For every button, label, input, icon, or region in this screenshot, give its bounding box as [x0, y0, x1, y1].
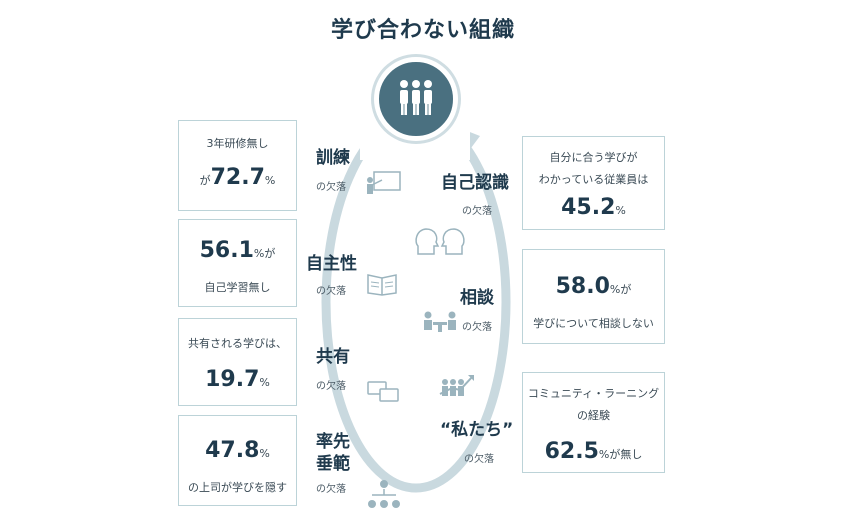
stat-value: 56.1 [199, 238, 254, 263]
stat-box-autonomy: 56.1%が 自己学習無し [178, 219, 297, 307]
label-lead-2: 垂範 [316, 454, 350, 474]
stat-unit: % [615, 204, 626, 217]
stat-box-consultation: 58.0%が 学びについて相談しない [522, 249, 665, 344]
meeting-icon [424, 311, 456, 332]
box-text: 学びについて相談しない [533, 317, 654, 330]
label-lead-1: 率先 [316, 432, 350, 452]
stat-value: 62.5 [544, 439, 599, 464]
label-sharing: 共有 [316, 347, 350, 367]
stat-box-community: コミュニティ・ラーニング の経験 62.5%が無し [522, 372, 665, 473]
stat-box-sharing: 共有される学びは、 19.7% [178, 318, 297, 406]
label-self-awareness: 自己認識 [441, 173, 509, 193]
stat-box-training: 3年研修無し が72.7% [178, 120, 297, 211]
label-training: 訓練 [316, 148, 350, 168]
heads-icon [415, 228, 465, 255]
label-sub: の欠落 [462, 206, 492, 217]
stat-value: 45.2 [561, 195, 616, 220]
stat-box-self-awareness: 自分に合う学びが わかっている従業員は 45.2% [522, 136, 665, 230]
box-text: 共有される学びは、 [188, 337, 287, 350]
stat-box-leadership: 47.8% の上司が学びを隠す [178, 415, 297, 506]
hub-circle [374, 57, 458, 141]
box-text: コミュニティ・ラーニング [527, 387, 660, 400]
box-text: 3年研修無し [206, 137, 269, 150]
hierarchy-icon [368, 480, 400, 508]
label-consultation: 相談 [460, 288, 494, 308]
book-icon [367, 274, 397, 296]
label-sub: の欠落 [462, 322, 492, 333]
box-text: の上司が学びを隠す [188, 481, 287, 494]
presentation-icon [367, 171, 401, 194]
label-sub: の欠落 [464, 454, 494, 465]
stat-unit: %が [253, 247, 276, 260]
stat-value: 72.7 [210, 165, 265, 190]
box-text: の経験 [577, 409, 610, 422]
chat-icon [367, 381, 399, 402]
stat-unit: % [259, 376, 270, 389]
label-autonomy: 自主性 [306, 254, 357, 274]
stat-value: 19.7 [205, 367, 260, 392]
box-text: わかっている従業員は [538, 173, 649, 186]
label-we: “私たち” [440, 420, 514, 440]
stat-unit: %が無し [598, 448, 643, 461]
growth-icon [439, 375, 474, 396]
stat-value: 47.8 [205, 438, 260, 463]
people-icon [400, 80, 432, 115]
box-text: 自己学習無し [204, 281, 271, 294]
stat-unit: %が [609, 283, 632, 296]
label-sub: の欠落 [316, 484, 346, 495]
stat-value: 58.0 [555, 274, 610, 299]
label-sub: の欠落 [316, 381, 346, 392]
label-sub: の欠落 [316, 182, 346, 193]
label-sub: の欠落 [316, 286, 346, 297]
box-text: 自分に合う学びが [549, 151, 638, 164]
page-title: 学び合わない組織 [330, 18, 515, 43]
box-prefix: が [199, 174, 211, 187]
stat-unit: % [259, 447, 270, 460]
stat-unit: % [264, 174, 276, 187]
